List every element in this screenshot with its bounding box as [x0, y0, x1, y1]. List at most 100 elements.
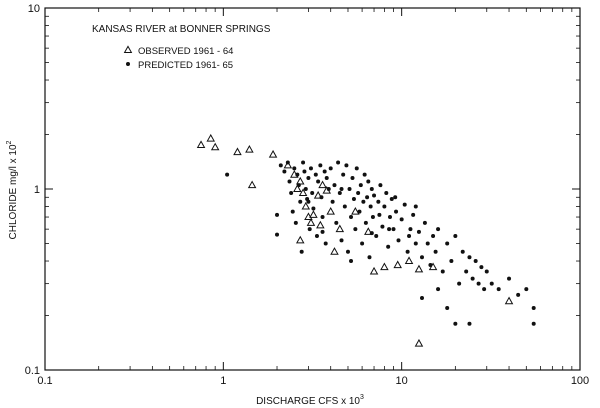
legend-label-observed: OBSERVED 1961 - 64	[138, 46, 233, 57]
y-axis-label-text: CHLORIDE mg/l x 10	[8, 144, 19, 239]
data-point-predicted	[376, 199, 381, 204]
axis-ticks: 0.1 1 10 100 0.1 1 10	[25, 3, 589, 387]
data-point-predicted	[470, 276, 475, 281]
data-point-predicted	[453, 233, 458, 238]
data-point-predicted	[467, 321, 472, 326]
data-point-observed	[335, 224, 345, 233]
data-point-predicted	[293, 220, 298, 225]
data-point-predicted	[386, 244, 391, 249]
data-point-predicted	[370, 215, 375, 220]
data-point-predicted	[445, 241, 450, 246]
data-point-predicted	[320, 215, 325, 220]
data-point-predicted	[369, 231, 374, 236]
data-point-predicted	[445, 306, 450, 311]
data-point-predicted	[422, 220, 427, 225]
data-point-predicted	[347, 187, 352, 191]
data-point-predicted	[275, 232, 280, 237]
data-point-predicted	[306, 176, 311, 181]
data-point-predicted	[311, 206, 316, 211]
y-tick-label: 1	[34, 184, 40, 196]
data-point-predicted	[431, 233, 436, 238]
data-point-predicted	[363, 220, 368, 225]
data-point-predicted	[298, 199, 303, 204]
data-point-predicted	[419, 255, 424, 260]
data-point-predicted	[322, 169, 327, 174]
data-point-observed	[233, 147, 242, 156]
data-point-predicted	[408, 227, 413, 232]
data-point-predicted	[436, 227, 441, 232]
data-point-predicted	[365, 195, 370, 200]
data-point-predicted	[307, 227, 312, 232]
data-point-predicted	[394, 209, 399, 214]
data-point-predicted	[368, 204, 373, 209]
data-point-predicted	[399, 217, 404, 222]
data-point-predicted	[301, 160, 306, 165]
data-point-predicted	[295, 172, 300, 177]
data-point-observed	[196, 140, 206, 149]
data-point-observed	[414, 338, 424, 347]
data-point-predicted	[367, 255, 372, 260]
data-point-predicted	[436, 287, 441, 292]
x-axis-label-exponent: 3	[360, 394, 364, 401]
data-point-predicted	[339, 187, 344, 191]
data-point-predicted	[531, 306, 536, 311]
data-point-observed	[295, 235, 305, 244]
data-point-predicted	[479, 265, 484, 270]
legend-label-predicted: PREDICTED 1961- 65	[138, 60, 233, 71]
data-point-predicted	[366, 179, 371, 184]
data-point-observed	[326, 206, 335, 215]
legend-marker-observed	[123, 45, 133, 54]
data-point-predicted	[324, 176, 329, 181]
data-point-observed	[393, 260, 402, 269]
data-point-observed	[504, 296, 514, 305]
data-point-predicted	[380, 224, 385, 229]
data-point-observed	[330, 247, 339, 255]
data-point-predicted	[460, 249, 465, 254]
y-axis-label-exponent: 2	[6, 140, 13, 144]
data-point-observed	[268, 149, 278, 158]
data-point-predicted	[302, 169, 307, 174]
data-point-predicted	[330, 199, 335, 204]
data-point-predicted	[440, 269, 445, 274]
data-point-observed	[301, 201, 311, 210]
data-point-predicted	[290, 209, 295, 214]
data-point-predicted	[531, 321, 536, 326]
data-point-observed	[293, 184, 302, 193]
data-point-predicted	[225, 172, 230, 177]
data-point-predicted	[299, 249, 304, 254]
data-point-predicted	[389, 197, 394, 202]
data-point-observed	[414, 264, 424, 273]
data-point-predicted	[336, 160, 341, 165]
data-point-predicted	[382, 204, 387, 209]
legend-marker-predicted	[126, 62, 130, 66]
data-point-predicted	[303, 187, 308, 191]
data-point-predicted	[310, 191, 315, 196]
data-point-observed	[316, 220, 325, 229]
data-point-observed	[283, 160, 293, 169]
data-point-predicted	[278, 163, 283, 168]
data-point-observed	[309, 210, 318, 218]
data-point-predicted	[332, 183, 337, 188]
data-point-predicted	[413, 204, 418, 209]
data-point-predicted	[351, 197, 356, 202]
data-point-predicted	[285, 160, 290, 165]
data-point-predicted	[361, 199, 366, 204]
data-point-predicted	[384, 191, 389, 196]
data-point-predicted	[467, 255, 472, 260]
data-point-predicted	[339, 238, 344, 243]
data-point-predicted	[342, 204, 347, 209]
data-point-predicted	[287, 179, 292, 184]
data-point-predicted	[433, 249, 438, 254]
data-point-observed	[306, 218, 316, 226]
data-point-predicted	[306, 199, 311, 204]
data-point-predicted	[369, 187, 374, 191]
data-point-predicted	[413, 241, 418, 246]
data-point-predicted	[292, 166, 297, 171]
x-tick-label: 100	[571, 375, 589, 387]
data-point-observed	[295, 176, 305, 185]
data-point-predicted	[337, 191, 342, 196]
data-point-observed	[380, 262, 389, 271]
data-point-predicted	[349, 259, 354, 264]
data-point-predicted	[405, 249, 410, 254]
